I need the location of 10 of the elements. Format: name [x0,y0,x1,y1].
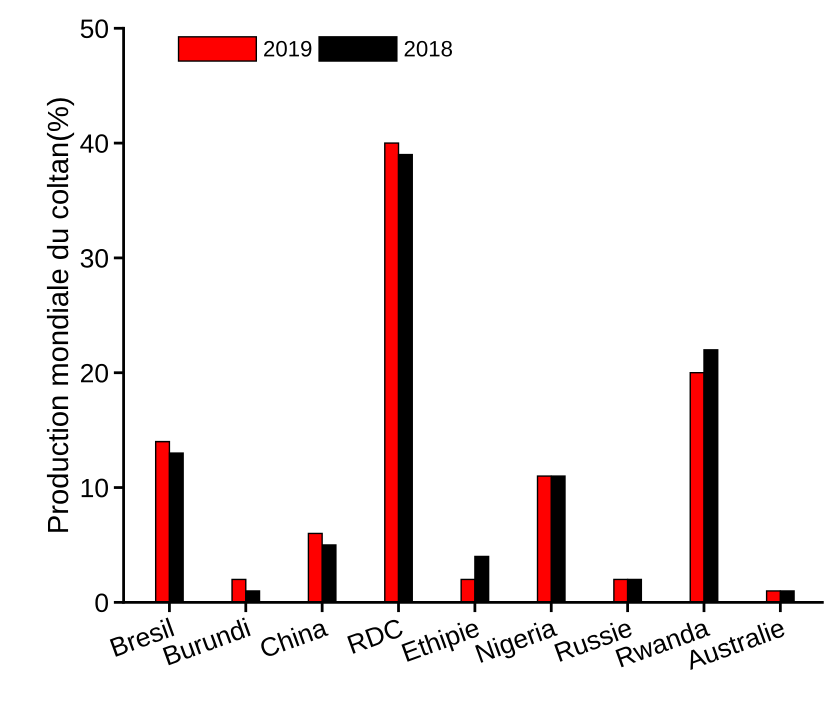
y-tick-label: 0 [95,594,108,612]
y-tick-label: 50 [80,19,108,38]
x-tick-label: China [258,616,329,658]
y-axis-title: Production mondiale du coltan(%) [46,98,74,532]
y-tick-label: 40 [80,134,108,153]
y-tick-label: 20 [80,364,108,383]
legend-label: 2019 [264,40,312,57]
y-tick-label: 10 [82,478,108,498]
y-tick-label: 30 [80,249,108,268]
legend-label: 2018 [404,40,452,57]
